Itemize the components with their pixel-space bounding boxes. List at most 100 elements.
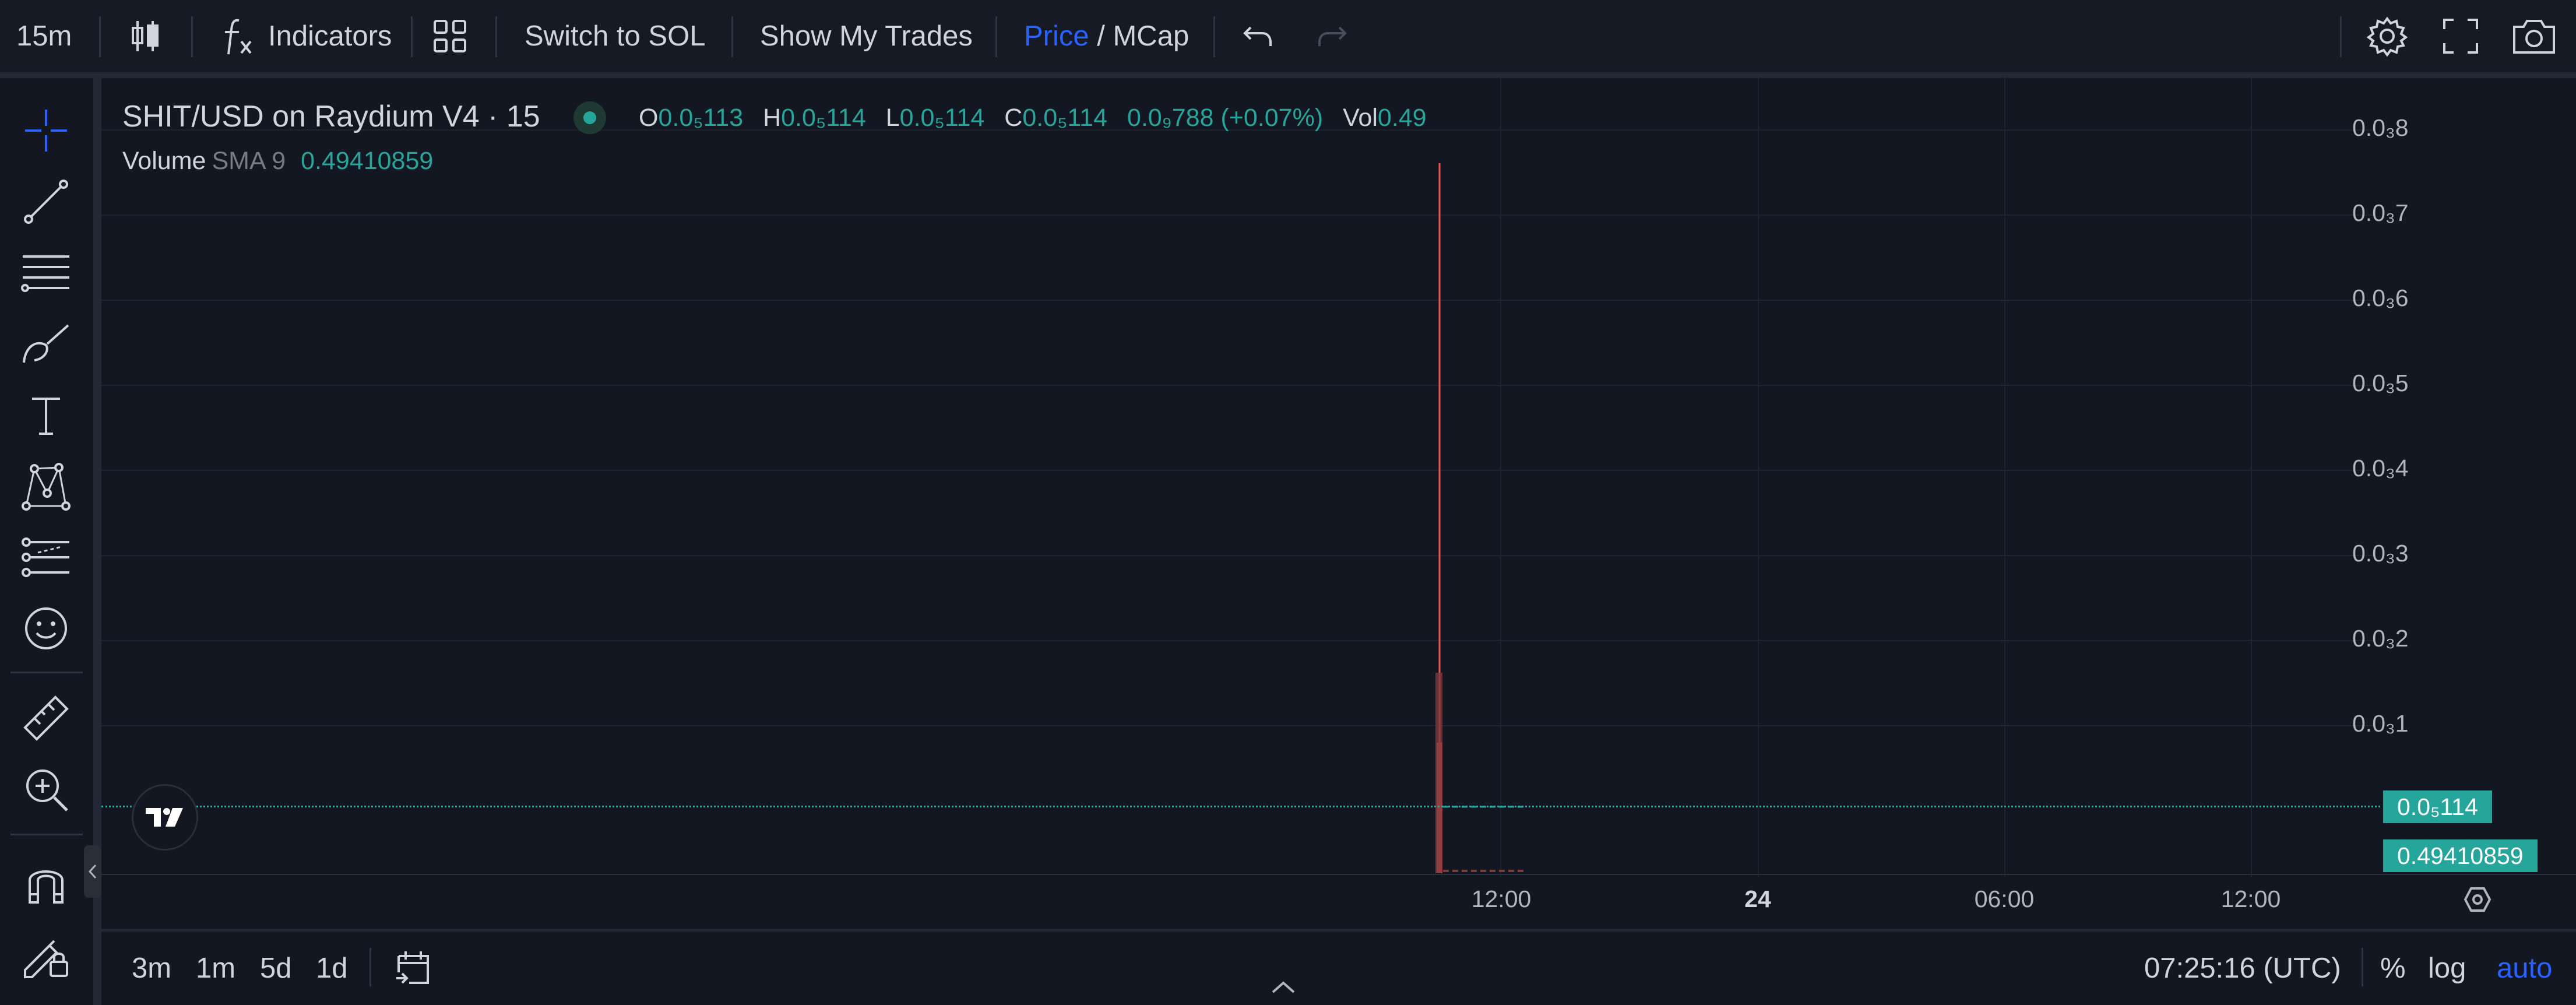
separator — [731, 16, 733, 57]
crosshair-tool[interactable] — [20, 105, 72, 156]
collapse-toolbar-button[interactable] — [84, 845, 101, 898]
show-my-trades-button[interactable]: Show My Trades — [760, 20, 973, 52]
volume-bar — [1435, 673, 1442, 873]
trend-line-tool[interactable] — [20, 176, 72, 227]
redo-icon — [1318, 26, 1347, 46]
prediction-tool[interactable] — [20, 532, 72, 583]
prediction-icon — [22, 537, 69, 577]
layout-button[interactable] — [432, 0, 467, 72]
x-axis-label: 12:00 — [1471, 885, 1532, 912]
grid-line — [101, 725, 2374, 726]
undo-icon — [1243, 26, 1272, 46]
calendar-goto-icon — [396, 951, 429, 984]
separator — [369, 948, 371, 986]
redo-button[interactable] — [1316, 0, 1349, 72]
separator — [10, 834, 83, 835]
volume-label: Volume — [122, 147, 206, 175]
market-status-indicator[interactable] — [573, 101, 606, 134]
brush-tool[interactable] — [20, 318, 72, 370]
slash: / — [1089, 20, 1113, 52]
change-value: 0.0₉788 (+0.07%) — [1127, 104, 1324, 132]
indicators-button[interactable]: Indicators — [221, 0, 392, 72]
fullscreen-button[interactable] — [2442, 0, 2479, 72]
lock-drawing-icon — [24, 940, 68, 978]
settings-button[interactable] — [2366, 0, 2408, 72]
pattern-tool[interactable] — [20, 461, 72, 512]
ohlc-legend: O0.0₅113 H0.0₅114 L0.0₅114 C0.0₅114 0.0₉… — [639, 104, 1440, 132]
log-scale-toggle[interactable]: log — [2428, 953, 2466, 984]
price-mcap-toggle[interactable]: Price / MCap — [1024, 0, 1189, 72]
chart-pane[interactable]: SHIT/USD on Raydium V4 · 15 O0.0₅113 H0.… — [101, 78, 2576, 929]
range-1d-button[interactable]: 1d — [316, 953, 348, 984]
undo-button[interactable] — [1241, 0, 1274, 72]
magnet-tool[interactable] — [20, 857, 72, 908]
text-tool[interactable] — [20, 389, 72, 441]
last-price-tag: 0.0₅114 — [2383, 790, 2492, 823]
measure-tool[interactable] — [20, 693, 72, 744]
range-3m-button[interactable]: 3m — [132, 953, 172, 984]
chevron-left-icon — [88, 864, 97, 879]
volume-sma-tag: 0.49410859 — [2383, 839, 2538, 872]
percent-scale-toggle[interactable]: % — [2380, 953, 2406, 984]
separator — [495, 16, 497, 57]
volume-indicator-legend[interactable]: Volume SMA 9 0.49410859 — [122, 147, 433, 175]
range-5d-button[interactable]: 5d — [260, 953, 292, 984]
grid-line — [1500, 78, 1501, 877]
emoji-tool[interactable] — [20, 603, 72, 654]
x-axis-label: 12:00 — [2220, 885, 2281, 912]
separator — [99, 16, 101, 57]
candles-icon — [132, 21, 159, 51]
open-value: 0.0₅113 — [658, 104, 744, 132]
separator — [2362, 948, 2363, 986]
top-toolbar: 15m Indicators Switch to SOL Show My Tr — [0, 0, 2576, 78]
range-1m-button[interactable]: 1m — [196, 953, 236, 984]
grid-line — [101, 129, 2374, 131]
layout-grid-icon — [434, 20, 466, 52]
grid-line — [101, 470, 2374, 471]
utc-clock[interactable]: 07:25:16 (UTC) — [2144, 953, 2341, 984]
volume-key: Vol — [1343, 104, 1378, 132]
y-axis-label: 0.0₃1 — [2352, 710, 2409, 737]
price-option[interactable]: Price — [1024, 20, 1089, 52]
grid-line — [101, 300, 2374, 301]
chevron-up-icon — [1272, 981, 1295, 993]
interval-button[interactable]: 15m — [16, 20, 72, 52]
high-value: 0.0₅114 — [781, 104, 866, 132]
status-dot — [583, 111, 596, 124]
indicators-label: Indicators — [268, 20, 392, 52]
expand-panel-button[interactable] — [1271, 979, 1296, 995]
separator — [191, 16, 193, 57]
y-axis-label: 0.0₃3 — [2352, 540, 2409, 567]
high-key: H — [763, 104, 782, 132]
symbol-title[interactable]: SHIT/USD on Raydium V4 · 15 — [122, 100, 540, 133]
mcap-option[interactable]: MCap — [1113, 20, 1190, 52]
y-axis-label: 0.0₃5 — [2352, 370, 2409, 396]
x-axis-label: 24 — [1744, 885, 1771, 912]
switch-to-sol-button[interactable]: Switch to SOL — [525, 20, 706, 52]
screenshot-button[interactable] — [2512, 0, 2556, 72]
y-axis-label: 0.0₃6 — [2352, 284, 2409, 311]
grid-line — [101, 215, 2374, 216]
separator — [1213, 16, 1215, 57]
grid-line — [1758, 78, 1759, 877]
tradingview-logo-icon — [146, 808, 183, 827]
axis-settings-button[interactable] — [2463, 885, 2492, 914]
sma-value: 0.49410859 — [301, 147, 434, 175]
axis-settings-icon — [2464, 887, 2491, 912]
chart-type-button[interactable] — [129, 0, 162, 72]
camera-icon — [2513, 20, 2555, 54]
auto-scale-toggle[interactable]: auto — [2497, 953, 2553, 984]
y-axis-label: 0.0₃7 — [2352, 199, 2409, 226]
go-to-date-button[interactable] — [394, 932, 432, 1005]
emoji-icon — [25, 607, 67, 649]
ruler-icon — [23, 695, 69, 741]
x-axis-line — [101, 874, 2576, 875]
fib-tool[interactable] — [20, 247, 72, 298]
grid-line — [101, 385, 2374, 386]
text-icon — [32, 398, 60, 435]
tradingview-logo[interactable] — [132, 784, 198, 851]
settings-icon — [2366, 16, 2408, 57]
zoom-in-tool[interactable] — [20, 764, 72, 815]
lock-drawings-tool[interactable] — [20, 928, 72, 979]
close-key: C — [1004, 104, 1023, 132]
